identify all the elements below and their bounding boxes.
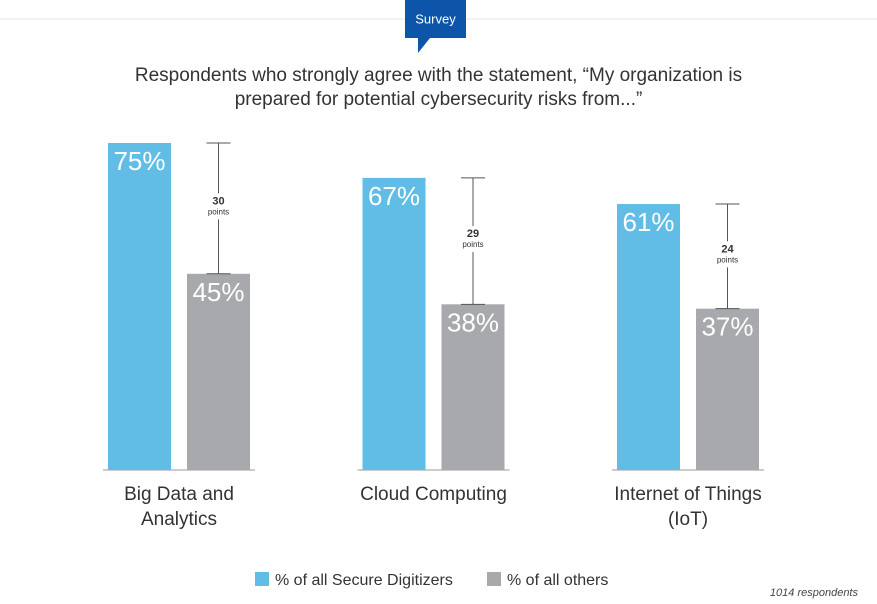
footnote: 1014 respondents [770,587,859,599]
difference-bg [457,226,489,253]
bar [617,204,680,471]
difference-bg [711,241,744,268]
badge-shape [405,0,466,53]
value-label: 75% [113,146,165,176]
x-tick-label: Cloud Computing [360,484,507,505]
chart-title: Respondents who strongly agree with the … [0,64,877,112]
bar [362,177,426,470]
bar [187,273,250,470]
legend-swatch [255,572,269,586]
difference-unit: points [717,255,738,264]
difference-unit: points [462,240,483,249]
value-label: 67% [368,181,420,211]
legend-label: % of all Secure Digitizers [275,572,453,589]
title-line: Respondents who strongly agree with the … [134,65,743,86]
x-tick-label: Big Data and Analytics [124,484,234,530]
difference-bg [202,193,235,220]
title-line: prepared for potential cybersecurity ris… [234,89,643,110]
difference-unit: points [208,207,229,216]
value-label: 45% [192,277,244,307]
value-label: 37% [701,312,753,342]
bar [441,304,505,470]
bar [696,308,759,470]
value-label: 38% [447,307,499,337]
legend-label: % of all others [507,572,608,589]
badge-text: Survey [415,11,456,26]
legend-swatch [487,572,501,586]
bar [108,143,171,470]
value-label: 61% [622,207,674,237]
x-tick-label: Internet of Things (IoT) [614,484,762,530]
difference-value: 30 [212,195,224,207]
difference-value: 29 [467,228,479,240]
difference-value: 24 [721,243,734,255]
